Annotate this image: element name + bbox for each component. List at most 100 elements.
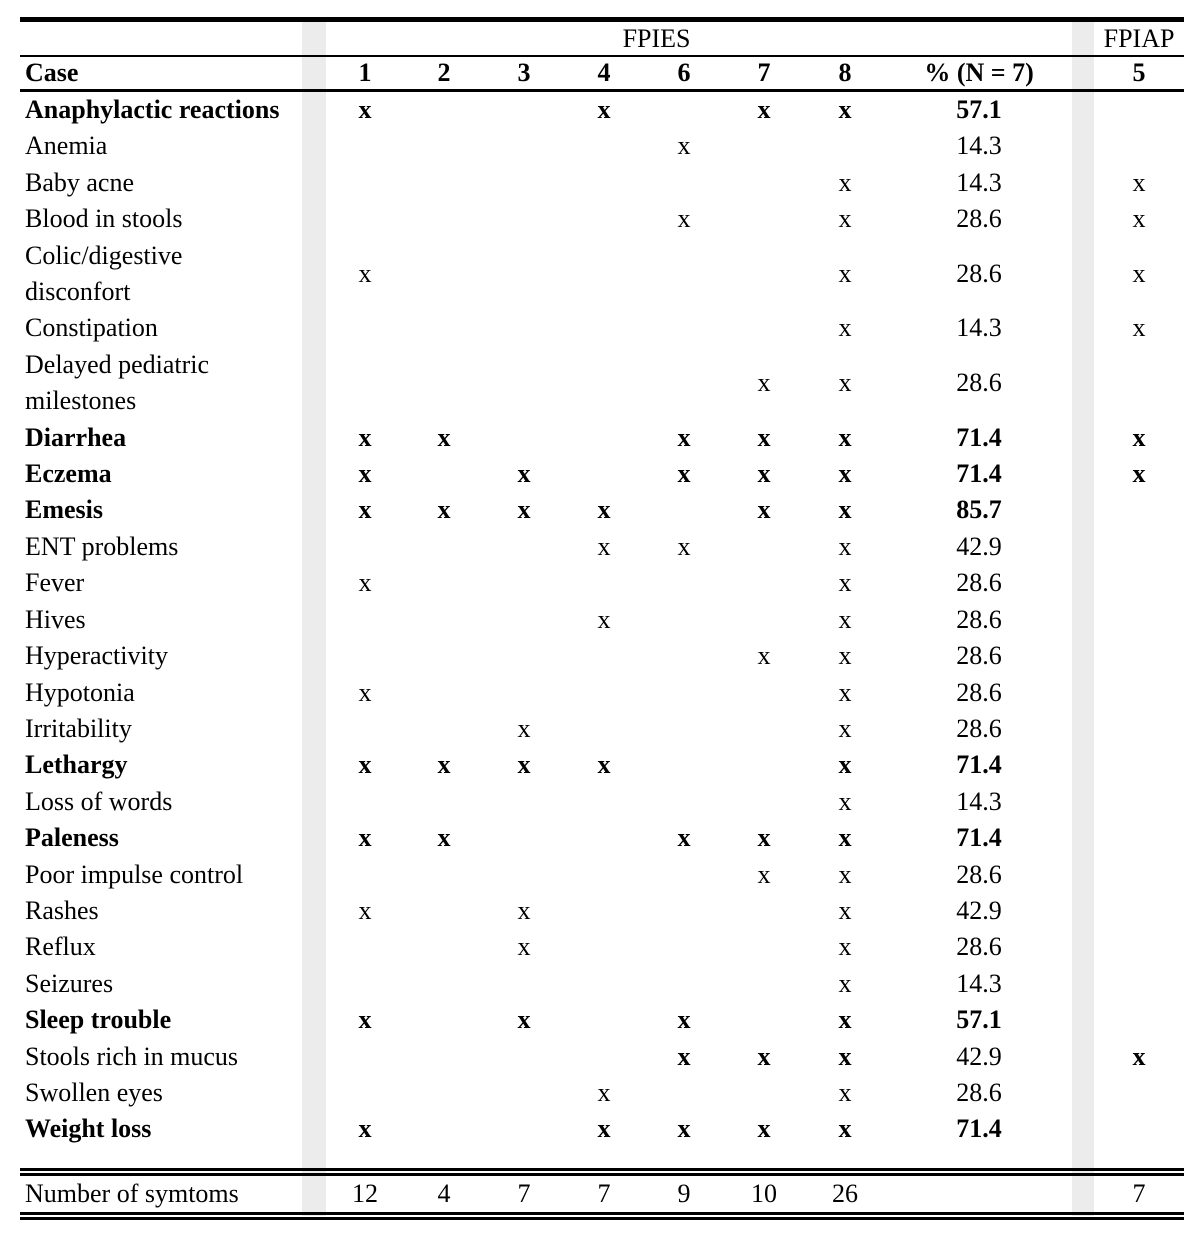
case-mark (404, 602, 484, 638)
column-gap-band (302, 893, 326, 929)
percent-value: 71.4 (956, 1114, 1002, 1144)
case-mark (564, 128, 644, 164)
column-gap-band (302, 310, 326, 346)
case-mark (564, 784, 644, 820)
symptom-label: Seizures (25, 968, 114, 998)
case-mark (326, 1075, 404, 1111)
case-mark (564, 893, 644, 929)
percent-value: 42.9 (956, 895, 1002, 925)
fpiap-mark: x (1132, 313, 1146, 343)
case-mark (404, 456, 484, 492)
column-gap-band (1072, 91, 1094, 129)
symptom-row: Delayed pediatric milestones x x 28.6 (20, 347, 1184, 420)
case-mark (564, 456, 644, 492)
case-mark: x (677, 204, 691, 234)
case-mark (564, 310, 644, 346)
column-gap-band (1072, 1111, 1094, 1147)
percent-value: 14.3 (956, 131, 1002, 161)
case-mark (484, 165, 564, 201)
case-mark (644, 565, 724, 601)
case-mark (644, 310, 724, 346)
case-mark (724, 893, 804, 929)
case-mark: x (757, 459, 771, 489)
case-number-header: 2 (404, 56, 484, 92)
case-mark (724, 1075, 804, 1111)
case-mark: x (597, 750, 611, 780)
case-mark (484, 91, 564, 129)
column-gap-band (302, 675, 326, 711)
case-mark (404, 1111, 484, 1147)
case-mark: x (838, 895, 852, 925)
footer-count: 7 (564, 1167, 644, 1220)
symptom-label: Rashes (25, 895, 99, 925)
fpiap-mark (1094, 565, 1184, 601)
column-gap-band (302, 165, 326, 201)
fpiap-mark: x (1132, 258, 1146, 288)
percent-value: 71.4 (956, 750, 1002, 780)
symptom-row: Swollen eyes x x 28.6 (20, 1075, 1184, 1111)
column-gap-band (302, 1148, 326, 1172)
case-header-row: Case 1 2 3 4 6 7 8 % (N = 7) 5 (20, 56, 1185, 92)
column-gap-band (302, 1039, 326, 1075)
symptom-label: Delayed pediatric milestones (25, 349, 210, 416)
spacer-cell (1094, 1148, 1184, 1172)
case-mark (724, 310, 804, 346)
case-mark (644, 602, 724, 638)
symptom-row: Emesis x x x x x x 85.7 (20, 492, 1184, 528)
footer-count: 12 (326, 1167, 404, 1220)
fpiap-mark (1094, 638, 1184, 674)
case-number-header: 6 (644, 56, 724, 92)
case-mark (404, 893, 484, 929)
column-gap-band (1072, 711, 1094, 747)
column-gap-band (1072, 820, 1094, 856)
case-mark: x (677, 422, 691, 452)
symptom-row: Paleness x x x x x 71.4 (20, 820, 1184, 856)
symptom-label: Blood in stools (25, 204, 183, 234)
case-mark: x (838, 368, 852, 398)
symptom-row: Blood in stools x x 28.6 x (20, 201, 1184, 237)
case-mark: x (838, 313, 852, 343)
symptom-label: Poor impulse control (25, 859, 244, 889)
percent-value: 28.6 (956, 368, 1002, 398)
symptom-row: Hives x x 28.6 (20, 602, 1184, 638)
case-mark (564, 711, 644, 747)
case-mark (404, 711, 484, 747)
column-gap-band (1072, 1148, 1094, 1172)
case-mark (404, 201, 484, 237)
percent-value: 71.4 (956, 459, 1002, 489)
case-mark: x (838, 968, 852, 998)
spacer-row (20, 1148, 1184, 1172)
case-mark: x (677, 131, 691, 161)
percent-value: 28.6 (956, 204, 1002, 234)
case-mark (484, 602, 564, 638)
column-gap-band (1072, 310, 1094, 346)
case-mark: x (838, 1005, 852, 1035)
case-mark (724, 966, 804, 1002)
case-mark (326, 310, 404, 346)
case-mark: x (358, 95, 372, 124)
percent-value: 57.1 (956, 1005, 1002, 1035)
symptom-row: Weight loss x x x x x 71.4 (20, 1111, 1184, 1147)
column-gap-band (1072, 347, 1094, 420)
case-mark (326, 711, 404, 747)
case-mark (564, 675, 644, 711)
case-mark (644, 929, 724, 965)
percent-value: 42.9 (956, 1041, 1002, 1071)
case-mark: x (358, 677, 372, 707)
case-mark (326, 638, 404, 674)
case-mark: x (517, 459, 531, 489)
symptom-row: Sleep trouble x x x x 57.1 (20, 1002, 1184, 1038)
column-gap-band (1072, 492, 1094, 528)
column-gap-band (1072, 1167, 1095, 1220)
percent-value: 28.6 (956, 1077, 1002, 1107)
column-gap-band (1072, 456, 1094, 492)
column-gap-band (1072, 929, 1094, 965)
case-mark (724, 529, 804, 565)
case-mark (564, 820, 644, 856)
case-mark (404, 1002, 484, 1038)
footer-count: 4 (404, 1167, 484, 1220)
fpiap-mark (1094, 929, 1184, 965)
case-mark (644, 638, 724, 674)
case-mark (484, 966, 564, 1002)
case-mark: x (358, 422, 372, 452)
